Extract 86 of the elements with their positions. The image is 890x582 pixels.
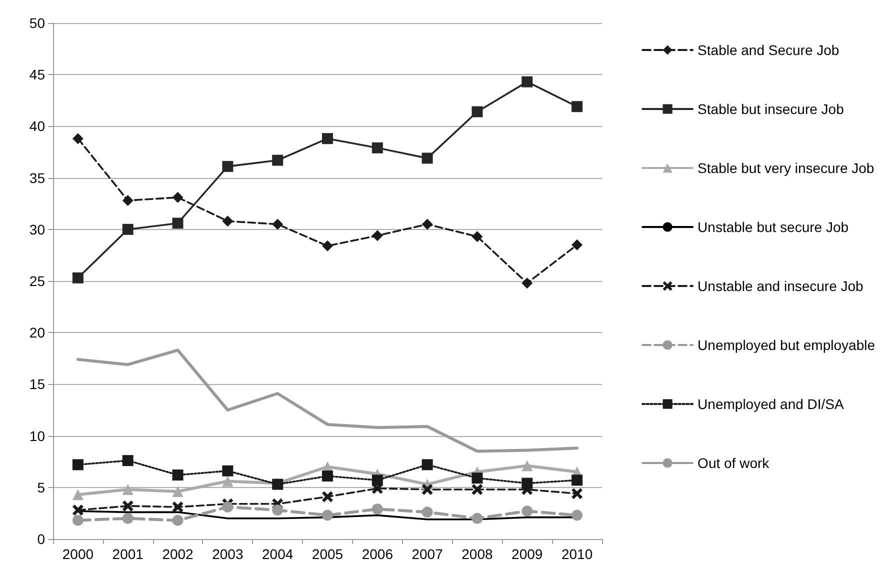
point	[322, 491, 333, 502]
point	[122, 484, 134, 495]
point	[522, 278, 533, 289]
point	[72, 504, 84, 516]
point	[72, 514, 84, 526]
point	[122, 224, 134, 235]
point	[322, 240, 333, 252]
legend-label: Unstable but secure Job	[698, 219, 849, 235]
point	[222, 216, 234, 227]
point	[122, 500, 134, 512]
y-tick-label: 15	[29, 376, 46, 392]
point	[222, 160, 234, 172]
point	[272, 218, 284, 230]
x-tick-label: 2009	[512, 546, 543, 562]
point	[572, 488, 583, 500]
point	[472, 231, 483, 242]
legend-label: Out of work	[698, 455, 770, 471]
point	[522, 76, 533, 88]
x-tick-label: 2002	[162, 546, 194, 562]
point	[422, 218, 433, 230]
x-tick-label: 2004	[262, 546, 294, 562]
point	[422, 459, 433, 470]
point	[572, 474, 583, 486]
legend-label: Stable but very insecure Job	[698, 160, 874, 176]
point	[372, 504, 383, 515]
point	[522, 460, 533, 472]
point	[122, 195, 134, 206]
y-tick-label: 5	[37, 479, 46, 496]
point	[572, 510, 583, 521]
point	[172, 514, 184, 526]
point	[472, 472, 483, 484]
point	[122, 455, 134, 466]
legend-label: Unstable and insecure Job	[698, 278, 864, 294]
line-series	[76, 348, 579, 453]
legend-label: Unemployed but employable	[698, 337, 876, 353]
point	[322, 510, 333, 521]
legend-label: Unemployed and DI/SA	[698, 396, 845, 412]
point	[122, 512, 134, 524]
point	[172, 470, 184, 481]
point	[72, 489, 84, 500]
point	[422, 506, 433, 518]
point	[372, 142, 383, 154]
point	[522, 506, 533, 517]
point	[372, 230, 383, 242]
point	[172, 502, 184, 513]
point	[72, 133, 84, 144]
point	[172, 192, 184, 203]
y-tick-label: 10	[29, 428, 46, 444]
legend-label: Stable and Secure Job	[698, 42, 840, 58]
point	[372, 474, 383, 486]
legend-label: Stable but insecure Job	[698, 101, 844, 117]
x-tick-label: 2000	[62, 546, 94, 562]
x-tick-label: 2003	[212, 546, 244, 562]
point	[422, 152, 433, 164]
point	[222, 465, 234, 476]
y-tick-label: 35	[29, 170, 46, 186]
point	[172, 218, 184, 229]
x-tick-label: 2006	[362, 546, 394, 562]
point	[272, 504, 284, 516]
y-tick-label: 20	[29, 324, 46, 341]
point	[572, 239, 583, 250]
y-tick-label: 25	[29, 273, 46, 289]
point	[72, 459, 84, 470]
x-tick-label: 2001	[112, 546, 144, 562]
y-tick-label: 0	[37, 531, 46, 547]
point	[472, 484, 483, 495]
x-tick-label: 2008	[462, 546, 494, 562]
y-tick-label: 45	[29, 66, 46, 83]
point	[172, 486, 184, 498]
point	[322, 470, 333, 482]
x-tick-label: 2005	[312, 546, 344, 562]
y-tick-label: 40	[29, 118, 46, 134]
point	[472, 106, 483, 118]
point	[72, 272, 84, 284]
y-tick-label: 50	[29, 15, 46, 31]
point	[222, 476, 234, 487]
point	[522, 478, 533, 489]
point	[222, 502, 234, 513]
point	[572, 101, 583, 112]
point	[272, 154, 284, 166]
point	[472, 512, 483, 524]
point	[422, 484, 433, 495]
point	[322, 133, 333, 144]
y-tick-label: 30	[29, 221, 46, 238]
x-tick-label: 2007	[412, 546, 444, 562]
x-tick-label: 2010	[561, 546, 593, 562]
